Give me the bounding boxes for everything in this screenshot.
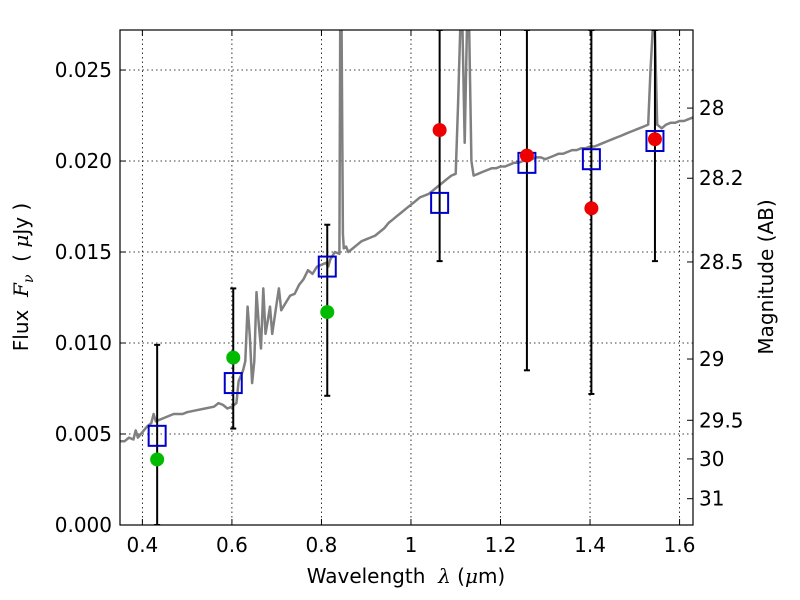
observed-circle-point — [320, 305, 335, 320]
model-square-point — [645, 130, 665, 153]
y-tick-label: 0.005 — [55, 422, 112, 446]
right-tick-label: 28.2 — [699, 166, 744, 190]
x-tick-label: 0.8 — [306, 533, 338, 557]
right-tick-label: 31 — [699, 487, 724, 511]
observed-circle-point — [226, 350, 241, 365]
x-tick-label: 0.6 — [216, 533, 248, 557]
y-tick-label: 0.000 — [55, 513, 112, 537]
observed-circle-point — [519, 148, 534, 163]
ticks: 0.4 0.6 0.8 1 1.2 1.4 1.6 0.000 0.005 0.010 0.015 0… — [55, 30, 744, 557]
x-tick-label: 0.4 — [126, 533, 158, 557]
plot-area — [120, 30, 693, 525]
observed-circle-point — [647, 132, 662, 147]
x-tick-label: 1 — [405, 533, 418, 557]
right-tick-label: 29.5 — [699, 408, 744, 432]
model-square-point — [317, 255, 337, 278]
y-tick-label: 0.020 — [55, 149, 112, 173]
right-tick-label: 28 — [699, 96, 724, 120]
model-square-point — [430, 191, 450, 214]
x-tick-label: 1.2 — [485, 533, 517, 557]
x-tick-label: 1.6 — [664, 533, 696, 557]
right-axis-label: Magnitude (AB) — [754, 199, 778, 354]
model-square-point — [147, 424, 167, 447]
plot-frame — [119, 29, 694, 526]
right-tick-label: 30 — [699, 447, 724, 471]
observed-circle-point — [150, 452, 165, 467]
model-square-point — [581, 148, 601, 171]
x-axis-label: Wavelength λ (μm) — [307, 564, 506, 588]
y-axis-label: Flux Fν ( μJy ) — [9, 203, 37, 351]
observed-circle-point — [584, 201, 599, 216]
right-tick-label: 28.5 — [699, 250, 744, 274]
y-tick-label: 0.025 — [55, 58, 112, 82]
model-square-point — [223, 372, 243, 395]
x-axis-lambda: λ — [437, 564, 451, 588]
x-tick-label: 1.4 — [574, 533, 606, 557]
observed-circle-point — [432, 123, 447, 138]
y-tick-label: 0.015 — [55, 240, 112, 264]
grid — [120, 30, 693, 526]
right-tick-label: 29 — [699, 347, 724, 371]
y-tick-label: 0.010 — [55, 331, 112, 355]
